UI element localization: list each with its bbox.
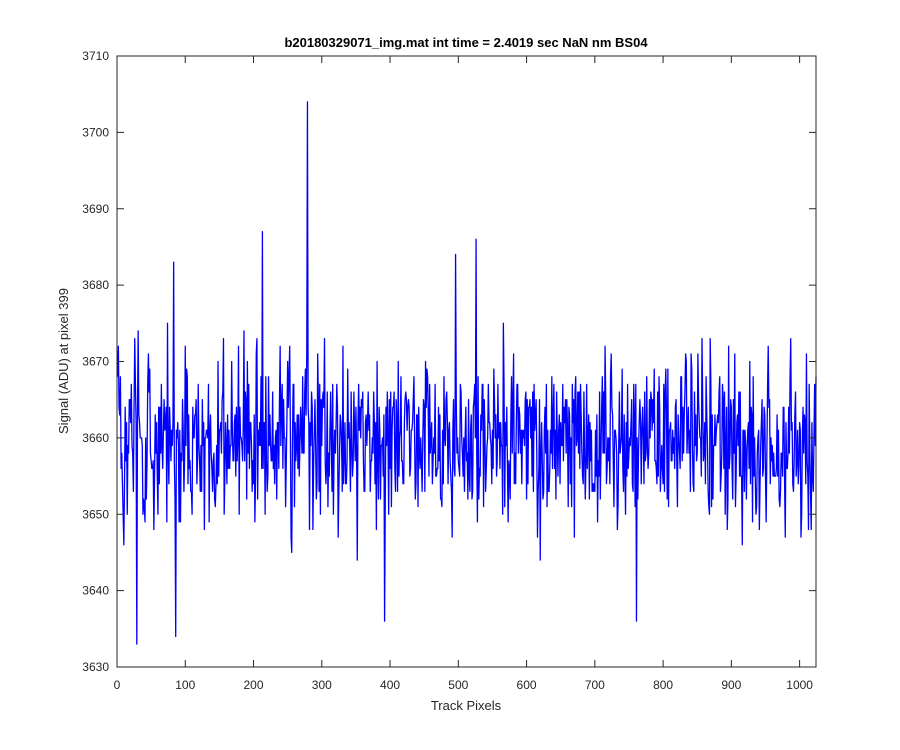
x-tick-label: 200 — [244, 678, 264, 692]
x-tick-label: 300 — [312, 678, 332, 692]
x-tick-label: 0 — [114, 678, 121, 692]
y-axis-label: Signal (ADU) at pixel 399 — [56, 288, 71, 434]
y-tick-label: 3670 — [82, 355, 109, 369]
series-line — [117, 101, 817, 645]
x-tick-label: 600 — [517, 678, 537, 692]
x-tick-label: 100 — [175, 678, 195, 692]
x-axis-ticks: 0 100 200 300 400 500 600 700 800 900 1000 — [114, 56, 813, 692]
y-tick-label: 3690 — [82, 202, 109, 216]
x-tick-label: 700 — [585, 678, 605, 692]
y-tick-label: 3660 — [82, 431, 109, 445]
x-tick-label: 400 — [380, 678, 400, 692]
plot-area — [117, 56, 816, 667]
y-tick-label: 3640 — [82, 584, 109, 598]
y-tick-label: 3680 — [82, 278, 109, 292]
y-tick-label: 3700 — [82, 125, 109, 139]
y-axis-ticks: 3630 3640 3650 3660 3670 3680 3690 3700 3710 — [82, 49, 816, 674]
x-tick-label: 500 — [448, 678, 468, 692]
series-layer — [117, 101, 817, 645]
y-tick-label: 3710 — [82, 49, 109, 63]
x-tick-label: 800 — [653, 678, 673, 692]
y-tick-label: 3630 — [82, 660, 109, 674]
x-tick-label: 1000 — [786, 678, 813, 692]
y-tick-label: 3650 — [82, 507, 109, 521]
chart-title: b20180329071_img.mat int time = 2.4019 s… — [284, 35, 648, 50]
x-axis-label: Track Pixels — [431, 698, 502, 713]
x-tick-label: 900 — [721, 678, 741, 692]
